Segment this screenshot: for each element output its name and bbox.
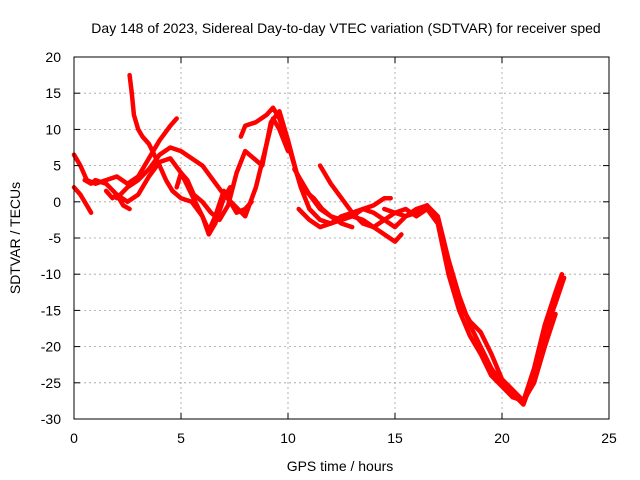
series-line-arc-3 xyxy=(82,156,233,237)
x-tick-label: 25 xyxy=(601,430,617,446)
series-line-arc-8 xyxy=(238,105,404,244)
x-axis-title: GPS time / hours xyxy=(287,458,394,474)
series-line-arc-5 xyxy=(127,72,254,234)
y-tick-label: -25 xyxy=(41,375,61,391)
x-tick-label: 5 xyxy=(177,430,185,446)
series-line-arc-4 xyxy=(103,188,132,212)
series-line-arc-12 xyxy=(382,203,558,404)
y-tick-label: 10 xyxy=(45,121,61,137)
series-line-arc-2 xyxy=(71,185,94,215)
y-tick-label: -10 xyxy=(41,266,61,282)
y-tick-label: 15 xyxy=(45,85,61,101)
plot-area xyxy=(71,72,567,407)
x-tick-label: 15 xyxy=(387,430,403,446)
y-tick-label: -15 xyxy=(41,302,61,318)
y-tick-label: 0 xyxy=(53,194,61,210)
y-tick-label: -20 xyxy=(41,339,61,355)
chart-title: Day 148 of 2023, Sidereal Day-to-day VTE… xyxy=(91,20,600,36)
y-axis-title: SDTVAR / TECUs xyxy=(7,182,23,294)
series-line-arc-10 xyxy=(296,203,567,407)
y-tick-label: 20 xyxy=(45,49,61,65)
x-tick-label: 10 xyxy=(280,430,296,446)
y-tick-label: -30 xyxy=(41,411,61,427)
axes: 0 5 10 15 20 25 -30 -25 -20 -15 -10 -5 0 5 10 15 20 xyxy=(41,49,617,446)
x-tick-label: 20 xyxy=(494,430,510,446)
y-tick-label: 5 xyxy=(53,158,61,174)
series-line-arc-1 xyxy=(71,116,179,186)
y-tick-label: -5 xyxy=(49,230,62,246)
grid xyxy=(74,57,609,419)
x-tick-label: 0 xyxy=(70,430,78,446)
series-line-arc-9 xyxy=(292,166,393,223)
series-line-arc-11 xyxy=(317,163,565,404)
